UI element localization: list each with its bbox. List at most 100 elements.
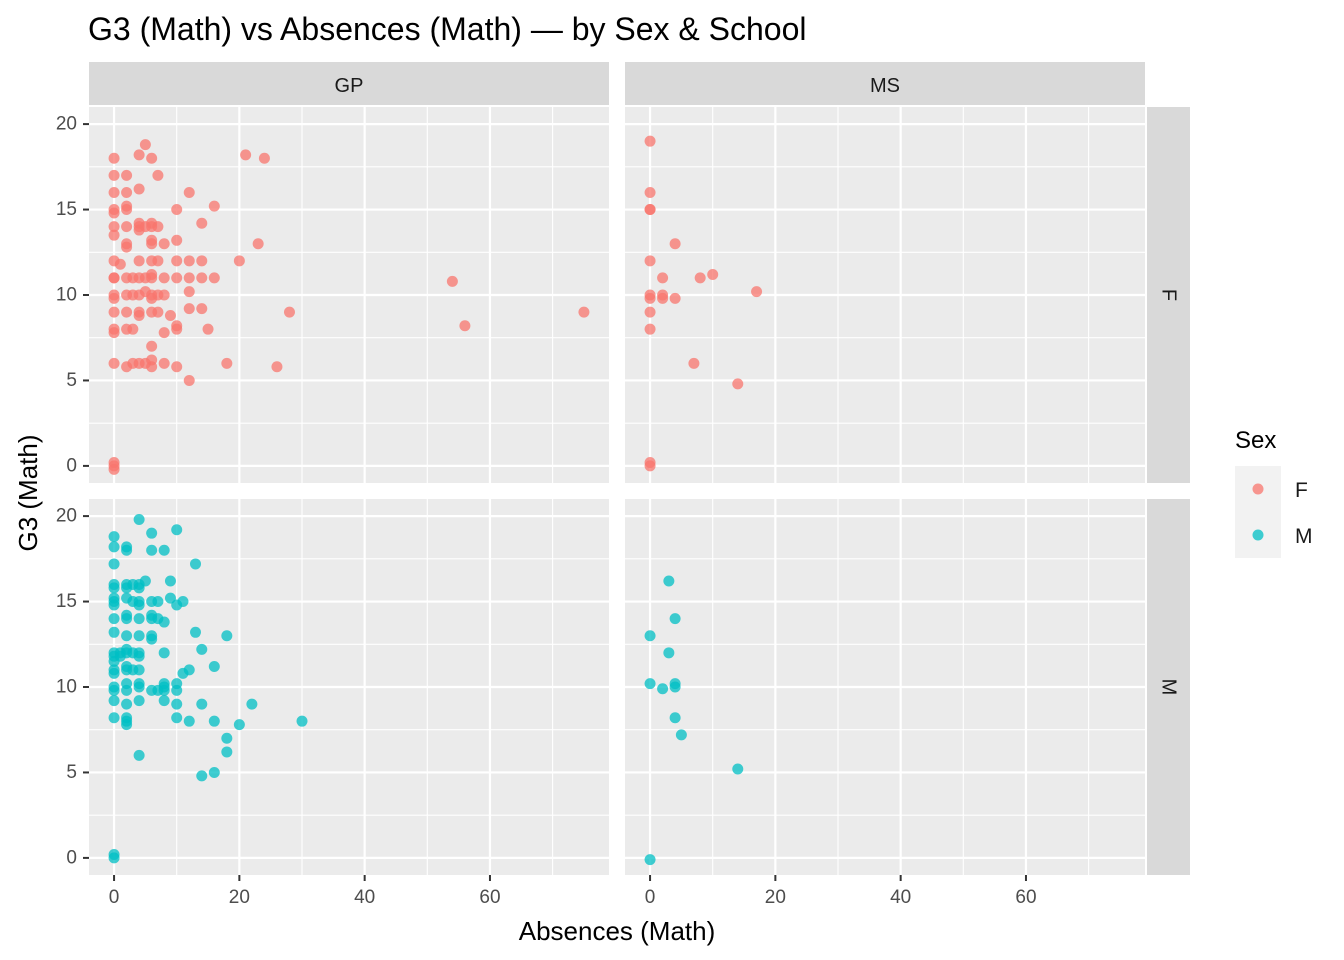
data-point bbox=[644, 186, 656, 198]
data-point bbox=[121, 719, 133, 731]
y-axis-tick-label: 0 bbox=[66, 455, 77, 476]
data-point bbox=[171, 204, 183, 216]
x-axis-tick-label: 40 bbox=[890, 887, 911, 908]
data-point bbox=[121, 698, 133, 710]
data-point bbox=[146, 238, 158, 250]
series-ms-m bbox=[644, 575, 744, 866]
data-point bbox=[208, 200, 220, 212]
data-point bbox=[121, 630, 133, 642]
data-point bbox=[133, 183, 145, 195]
data-point bbox=[158, 695, 170, 707]
data-point bbox=[171, 524, 183, 536]
data-point bbox=[108, 558, 120, 570]
y-axis-tick-label: 20 bbox=[56, 114, 77, 135]
data-point bbox=[121, 613, 133, 625]
data-point bbox=[133, 599, 145, 611]
data-point bbox=[675, 729, 687, 741]
data-point bbox=[146, 152, 158, 164]
legend: Sex F M bbox=[1235, 427, 1313, 558]
data-point bbox=[171, 712, 183, 724]
data-point bbox=[171, 255, 183, 267]
data-point bbox=[121, 221, 133, 233]
data-point bbox=[108, 221, 120, 233]
x-axis-tick-label: 60 bbox=[479, 887, 500, 908]
x-axis-label: Absences (Math) bbox=[519, 916, 716, 946]
y-axis-tick-label: 15 bbox=[56, 199, 77, 220]
data-point bbox=[152, 306, 164, 318]
legend-key-f-marker bbox=[1252, 483, 1264, 495]
y-axis-tick-label: 5 bbox=[66, 762, 77, 783]
data-point bbox=[183, 303, 195, 315]
data-point bbox=[644, 630, 656, 642]
data-point bbox=[208, 766, 220, 778]
data-point bbox=[108, 626, 120, 638]
data-point bbox=[252, 238, 264, 250]
data-point bbox=[644, 292, 656, 304]
data-point bbox=[146, 633, 158, 645]
data-point bbox=[133, 749, 145, 761]
data-point bbox=[108, 613, 120, 625]
facet-strip-label-gp: GP bbox=[335, 75, 364, 97]
data-point bbox=[644, 323, 656, 335]
data-point bbox=[732, 378, 744, 390]
data-point bbox=[459, 320, 471, 332]
facet-strip-label-f: F bbox=[1158, 289, 1180, 301]
y-axis-tick-label: 0 bbox=[66, 847, 77, 868]
y-axis-tick-label: 15 bbox=[56, 591, 77, 612]
data-point bbox=[171, 361, 183, 373]
data-point bbox=[158, 289, 170, 301]
y-axis-tick-label: 10 bbox=[56, 285, 77, 306]
data-point bbox=[133, 310, 145, 322]
data-point bbox=[694, 272, 706, 284]
data-point bbox=[158, 357, 170, 369]
data-point bbox=[190, 558, 202, 570]
data-point bbox=[108, 229, 120, 241]
x-axis-tick-label: 0 bbox=[109, 887, 120, 908]
data-point bbox=[669, 712, 681, 724]
data-point bbox=[221, 630, 233, 642]
data-point bbox=[152, 596, 164, 608]
data-point bbox=[657, 292, 669, 304]
data-point bbox=[121, 204, 133, 216]
data-point bbox=[657, 683, 669, 695]
data-point bbox=[108, 531, 120, 543]
data-point bbox=[114, 258, 126, 270]
data-point bbox=[133, 613, 145, 625]
data-point bbox=[146, 527, 158, 539]
data-point bbox=[108, 292, 120, 304]
data-point bbox=[108, 695, 120, 707]
data-point bbox=[751, 286, 763, 298]
data-point bbox=[133, 149, 145, 161]
data-point bbox=[121, 241, 133, 253]
series-gp-m bbox=[108, 514, 308, 864]
data-point bbox=[644, 678, 656, 690]
legend-title: Sex bbox=[1235, 427, 1276, 454]
data-point bbox=[133, 664, 145, 676]
facet-strip-m bbox=[1147, 499, 1190, 875]
data-point bbox=[669, 238, 681, 250]
data-point bbox=[152, 221, 164, 233]
facet-strip-f bbox=[1147, 107, 1190, 483]
x-axis-tick-label: 40 bbox=[354, 887, 375, 908]
data-point bbox=[108, 272, 120, 284]
facet-strip-label-ms: MS bbox=[870, 75, 900, 97]
data-point bbox=[183, 286, 195, 298]
data-point bbox=[108, 852, 120, 864]
data-point bbox=[171, 323, 183, 335]
data-point bbox=[108, 541, 120, 553]
data-point bbox=[196, 217, 208, 229]
data-point bbox=[164, 310, 176, 322]
data-point bbox=[446, 275, 458, 287]
data-point bbox=[108, 186, 120, 198]
data-point bbox=[171, 698, 183, 710]
data-point bbox=[183, 664, 195, 676]
data-point bbox=[196, 770, 208, 782]
data-point bbox=[121, 306, 133, 318]
legend-label-m: M bbox=[1295, 525, 1313, 548]
data-point bbox=[240, 149, 252, 161]
data-point bbox=[644, 204, 656, 216]
data-point bbox=[221, 746, 233, 758]
data-point bbox=[146, 340, 158, 352]
data-point bbox=[108, 207, 120, 219]
y-axis-tick-label: 10 bbox=[56, 677, 77, 698]
